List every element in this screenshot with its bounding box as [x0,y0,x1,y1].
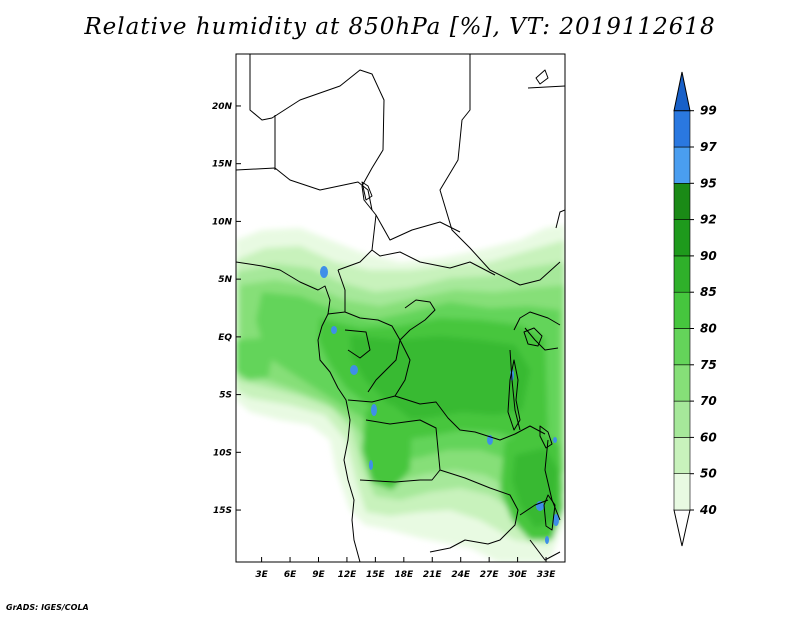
lon-label: 9E [312,570,325,580]
colorbar-label: 99 [700,104,717,118]
lat-label: 15S [213,506,232,516]
colorbar-segment [673,71,691,112]
colorbar: 40 50 60 70 75 80 85 90 92 95 97 99 [673,71,717,547]
plot-frame [235,53,566,563]
lat-label: 5S [219,391,232,401]
lat-label: EQ [218,333,232,343]
colorbar-segment [673,400,691,438]
colorbar-segment [673,183,691,220]
lon-label: 30E [508,570,528,580]
colorbar-segment [673,146,691,184]
colorbar-segment [673,255,691,293]
longitude-axis: 3E 6E 9E 12E 15E 18E 21E 24E 27E 30E 33E [255,557,556,580]
colorbar-label: 75 [700,358,717,372]
colorbar-label: 70 [700,394,717,408]
lon-label: 3E [255,570,268,580]
software-credit: GrADS: IGES/COLA [6,603,89,612]
colorbar-label: 60 [700,430,717,444]
lon-label: 15E [366,570,386,580]
coastlines-borders [236,54,565,562]
lat-label: 15N [212,160,233,170]
colorbar-label: 80 [700,322,717,336]
lon-label: 6E [284,570,297,580]
lon-label: 33E [537,570,557,580]
lat-label: 10S [213,448,232,458]
colorbar-segment [673,509,691,547]
lon-label: 18E [394,570,414,580]
colorbar-label: 92 [700,213,717,227]
colorbar-label: 50 [700,467,717,481]
colorbar-segment [673,364,691,402]
colorbar-label: 40 [699,503,717,517]
latitude-axis: 20N 15N 10N 5N EQ 5S 10S 15S [212,102,241,516]
colorbar-segment [673,437,691,474]
colorbar-segment [673,328,691,366]
colorbar-label: 85 [700,285,717,299]
map-title: Relative humidity at 850hPa [%], VT: 201… [84,14,716,40]
lat-label: 5N [218,275,232,285]
colorbar-label: 97 [700,140,717,154]
colorbar-segment [673,473,691,511]
colorbar-segment [673,110,691,148]
lat-label: 10N [212,217,233,227]
colorbar-label: 90 [700,249,717,263]
lat-label: 20N [212,102,233,112]
colorbar-label: 95 [700,176,717,190]
colorbar-segment [673,219,691,257]
colorbar-segment [673,291,691,329]
humidity-field [236,54,565,562]
lon-label: 12E [338,570,358,580]
lon-label: 21E [423,570,443,580]
lon-label: 27E [480,570,500,580]
lon-label: 24E [451,570,471,580]
